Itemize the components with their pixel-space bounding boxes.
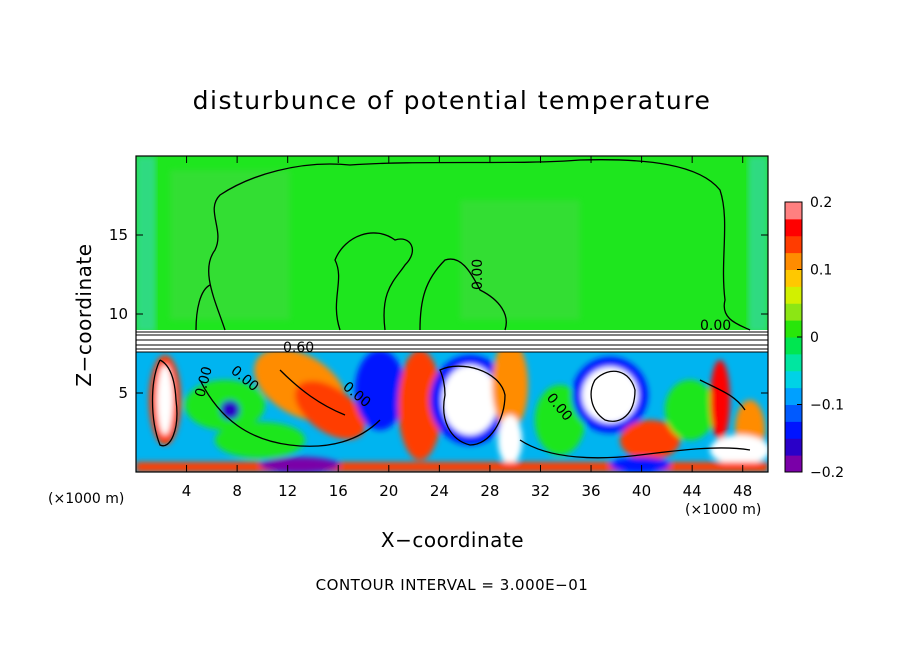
x-tick-label: 32: [531, 482, 550, 500]
chart-title: disturbunce of potential temperature: [192, 86, 712, 115]
colorbar-swatch: [785, 421, 802, 439]
colorbar-swatch: [785, 303, 802, 321]
x-tick-label: 24: [430, 482, 449, 500]
left-boundary-band: [136, 156, 156, 332]
colorbar-tick-label: 0: [810, 330, 819, 346]
contour-interval-note: CONTOUR INTERVAL = 3.000E−01: [315, 576, 589, 594]
x-tick-label: 36: [581, 482, 600, 500]
colorbar-swatch: [785, 320, 802, 338]
x-tick-label: 4: [182, 482, 192, 500]
colorbar: 0.2 0.1 0 −0.1 −0.2: [784, 195, 844, 481]
x-unit-label-right: (×1000 m): [685, 502, 762, 518]
y-tick-label: 15: [109, 226, 128, 244]
heatmap-field: [136, 156, 768, 472]
y-tick-label: 5: [118, 384, 128, 402]
y-axis: 5 10 15: [109, 226, 768, 402]
colorbar-tick-label: 0.2: [810, 195, 832, 211]
colorbar-swatch: [785, 269, 802, 287]
turbulent-patches: [136, 340, 768, 472]
contour-label: 0.00: [700, 318, 731, 334]
y-tick-label: 10: [109, 305, 128, 323]
right-boundary-band: [748, 156, 768, 332]
y-axis-label: Z−coordinate: [72, 243, 96, 387]
colorbar-swatch: [785, 286, 802, 304]
colorbar-tick-label: −0.2: [810, 465, 844, 481]
colorbar-swatch: [785, 404, 802, 422]
x-axis: 4 8 12 16 20 24 28 32 36 40 44 48: [182, 156, 752, 500]
colorbar-swatch: [785, 370, 802, 389]
colorbar-tick-label: 0.1: [810, 263, 832, 279]
x-tick-label: 16: [329, 482, 348, 500]
colorbar-swatch: [785, 235, 802, 254]
colorbar-swatch: [785, 202, 802, 220]
upper-patch: [460, 200, 580, 320]
contour-label: 0.00: [192, 365, 216, 399]
colorbar-tick-label: −0.1: [810, 398, 844, 414]
colorbar-swatch: [785, 337, 802, 355]
colorbar-swatch: [785, 252, 802, 270]
contour-label: 0.00: [470, 259, 486, 290]
colorbar-swatch: [785, 455, 802, 473]
colorbar-swatch: [785, 353, 802, 372]
x-tick-label: 40: [632, 482, 651, 500]
x-tick-label: 48: [733, 482, 752, 500]
colorbar-swatch: [785, 438, 802, 456]
x-tick-label: 8: [232, 482, 242, 500]
x-unit-label-left: (×1000 m): [48, 491, 125, 507]
x-tick-label: 20: [379, 482, 398, 500]
upper-patch: [170, 170, 290, 320]
contour-label: 0.60: [283, 340, 314, 356]
contour-lines: [151, 159, 751, 459]
x-tick-label: 28: [480, 482, 499, 500]
x-tick-label: 12: [278, 482, 297, 500]
colorbar-swatch: [785, 387, 802, 405]
x-axis-label: X−coordinate: [380, 528, 525, 552]
colorbar-swatch: [785, 218, 802, 237]
interface-contours: [136, 331, 768, 353]
x-tick-label: 44: [683, 482, 702, 500]
